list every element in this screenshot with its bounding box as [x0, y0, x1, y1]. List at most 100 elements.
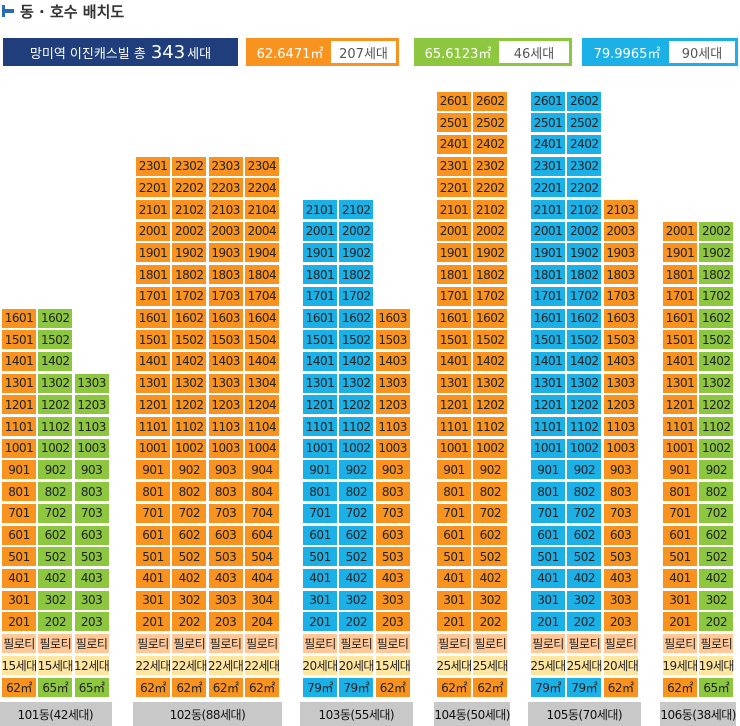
unit-cell: 1201: [136, 395, 170, 415]
unit-cell: 1901: [303, 243, 337, 263]
unit-cell: 1201: [437, 395, 471, 415]
unit-cell: 1201: [2, 395, 36, 415]
line-unit-count: 25세대: [567, 656, 602, 675]
legend-count: 90세대: [669, 41, 735, 63]
unit-cell: 603: [603, 525, 638, 545]
line-unit-count: 25세대: [436, 656, 472, 675]
unit-cell: 202: [473, 612, 508, 632]
unit-cell: 903: [603, 460, 638, 480]
unit-cell: 402: [38, 568, 73, 588]
unit-cell: 404: [244, 568, 279, 588]
unit-cell: 1302: [339, 373, 374, 393]
unit-cell: 1401: [663, 351, 697, 371]
line-unit-count: 15세대: [1, 656, 37, 675]
unit-cell: 402: [339, 568, 374, 588]
unit-cell: 1103: [603, 417, 638, 436]
unit-cell: 1902: [172, 243, 207, 263]
unit-cell: 803: [375, 482, 410, 502]
line-unit-type: 65㎡: [38, 678, 73, 697]
unit-cell: 1403: [603, 351, 638, 371]
unit-cell: 302: [567, 590, 602, 610]
unit-cell: 602: [699, 525, 734, 545]
unit-cell: 2002: [567, 221, 602, 241]
unit-cell: 1201: [531, 395, 565, 415]
unit-cell: 503: [208, 547, 243, 567]
line-unit-type: 62㎡: [2, 678, 36, 697]
unit-cell: 401: [136, 568, 170, 588]
unit-cell: 2201: [437, 178, 471, 198]
unit-cell: 2101: [136, 200, 170, 219]
unit-cell: 402: [172, 568, 207, 588]
unit-cell: 1801: [531, 265, 565, 285]
unit-cell: 603: [208, 525, 243, 545]
total-count: 343: [150, 41, 186, 63]
unit-cell: 1304: [244, 373, 279, 393]
unit-cell: 1202: [172, 395, 207, 415]
unit-cell: 202: [567, 612, 602, 632]
unit-cell: 1702: [172, 286, 207, 306]
unit-cell: 2303: [208, 156, 243, 176]
unit-cell: 1904: [244, 243, 279, 263]
unit-cell: 302: [473, 590, 508, 610]
unit-cell: 701: [437, 503, 471, 523]
unit-cell: 701: [663, 503, 697, 523]
unit-cell: 1102: [172, 417, 207, 436]
unit-cell: 1702: [567, 286, 602, 306]
unit-cell: 903: [74, 460, 109, 480]
unit-cell: 903: [375, 460, 410, 480]
unit-cell: 1001: [2, 438, 36, 458]
piloti-cell: 필로티: [699, 634, 734, 653]
unit-cell: 702: [699, 503, 734, 523]
unit-cell: 1502: [339, 330, 374, 350]
unit-cell: 401: [531, 568, 565, 588]
unit-cell: 703: [74, 503, 109, 523]
unit-cell: 201: [437, 612, 471, 632]
unit-cell: 402: [567, 568, 602, 588]
line-unit-count: 22세대: [135, 656, 171, 675]
unit-cell: 201: [136, 612, 170, 632]
unit-cell: 1203: [375, 395, 410, 415]
legend-area: 65.6123㎡: [417, 41, 499, 63]
unit-cell: 1802: [473, 265, 508, 285]
unit-cell: 1101: [303, 417, 337, 436]
unit-cell: 502: [38, 547, 73, 567]
unit-cell: 403: [208, 568, 243, 588]
unit-cell: 802: [38, 482, 73, 502]
unit-cell: 1903: [208, 243, 243, 263]
unit-cell: 1901: [136, 243, 170, 263]
unit-cell: 1604: [244, 308, 279, 328]
unit-cell: 802: [172, 482, 207, 502]
unit-cell: 1201: [303, 395, 337, 415]
line-unit-type: 62㎡: [473, 678, 508, 697]
unit-cell: 1303: [375, 373, 410, 393]
unit-cell: 203: [375, 612, 410, 632]
unit-cell: 701: [136, 503, 170, 523]
unit-cell: 1402: [339, 351, 374, 371]
unit-cell: 2602: [473, 91, 508, 111]
unit-cell: 601: [437, 525, 471, 545]
unit-cell: 702: [567, 503, 602, 523]
unit-cell: 1001: [663, 438, 697, 458]
unit-cell: 2202: [172, 178, 207, 198]
unit-cell: 503: [375, 547, 410, 567]
unit-cell: 1202: [699, 395, 734, 415]
unit-cell: 2001: [663, 221, 697, 241]
unit-cell: 1003: [74, 438, 109, 458]
unit-cell: 1002: [473, 438, 508, 458]
unit-cell: 801: [303, 482, 337, 502]
line-unit-count: 15세대: [375, 656, 411, 675]
unit-cell: 702: [473, 503, 508, 523]
unit-cell: 1402: [473, 351, 508, 371]
piloti-cell: 필로티: [303, 634, 337, 653]
unit-cell: 1302: [699, 373, 734, 393]
unit-cell: 1503: [375, 330, 410, 350]
piloti-cell: 필로티: [38, 634, 73, 653]
piloti-cell: 필로티: [437, 634, 471, 653]
unit-cell: 1803: [603, 265, 638, 285]
unit-cell: 1001: [531, 438, 565, 458]
unit-cell: 801: [2, 482, 36, 502]
unit-cell: 403: [603, 568, 638, 588]
unit-cell: 1501: [303, 330, 337, 350]
unit-cell: 1202: [339, 395, 374, 415]
unit-cell: 1701: [437, 286, 471, 306]
